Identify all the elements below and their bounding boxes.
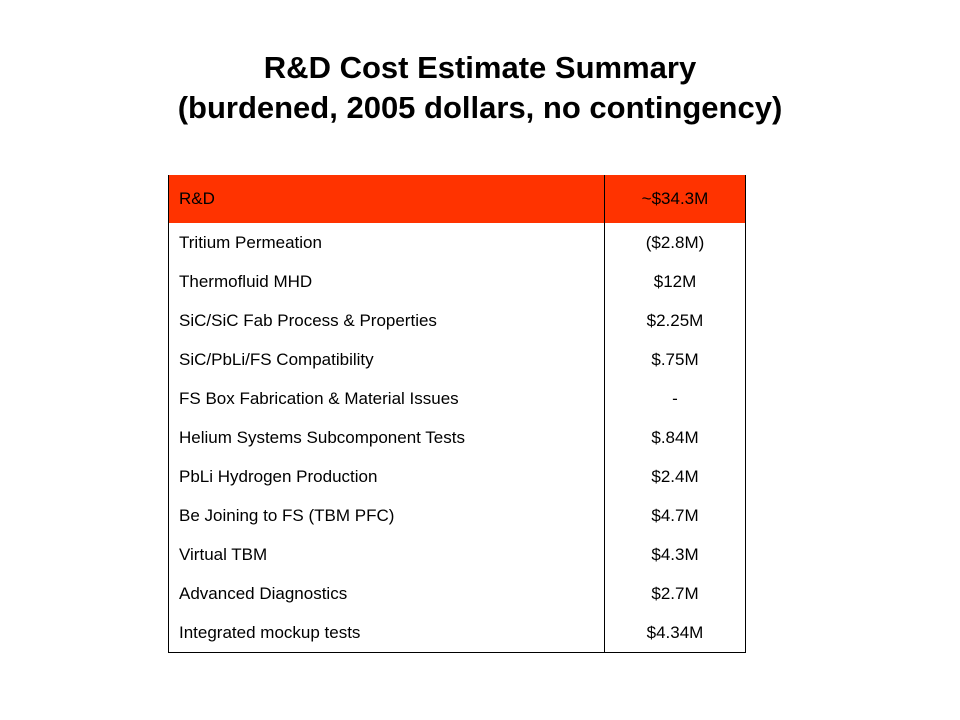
row-value: - — [672, 388, 678, 408]
row-value: $4.3M — [651, 544, 699, 564]
row-label: Thermofluid MHD — [168, 262, 605, 301]
row-label: Virtual TBM — [168, 535, 605, 574]
table-header-row: R&D ~$34.3M — [168, 175, 746, 223]
row-value: $2.7M — [651, 583, 699, 603]
slide-title: R&D Cost Estimate Summary (burdened, 200… — [0, 48, 960, 128]
table-row: FS Box Fabrication & Material Issues - — [168, 379, 746, 418]
cost-estimate-table: R&D ~$34.3M Tritium Permeation ($2.8M) The… — [168, 175, 746, 653]
table-row: Integrated mockup tests $4.34M — [168, 613, 746, 653]
row-label: PbLi Hydrogen Production — [168, 457, 605, 496]
table-row: Be Joining to FS (TBM PFC) $4.7M — [168, 496, 746, 535]
row-label: SiC/PbLi/FS Compatibility — [168, 340, 605, 379]
row-value: $2.25M — [646, 310, 704, 330]
row-value: ($2.8M) — [645, 232, 705, 252]
row-value: $12M — [653, 271, 697, 291]
table-row: Advanced Diagnostics $2.7M — [168, 574, 746, 613]
table-row: Helium Systems Subcomponent Tests $.84M — [168, 418, 746, 457]
row-label: FS Box Fabrication & Material Issues — [168, 379, 605, 418]
title-line-1: R&D Cost Estimate Summary — [263, 50, 697, 85]
row-label: Advanced Diagnostics — [168, 574, 605, 613]
table-row: Virtual TBM $4.3M — [168, 535, 746, 574]
header-value: ~$34.3M — [604, 175, 746, 223]
row-value: $.75M — [651, 349, 699, 369]
table-row: Tritium Permeation ($2.8M) — [168, 223, 746, 262]
row-label: SiC/SiC Fab Process & Properties — [168, 301, 605, 340]
title-line-2: (burdened, 2005 dollars, no contingency) — [177, 90, 783, 125]
row-value: $4.34M — [646, 622, 704, 642]
table-row: PbLi Hydrogen Production $2.4M — [168, 457, 746, 496]
header-label: R&D — [168, 175, 605, 223]
row-label: Helium Systems Subcomponent Tests — [168, 418, 605, 457]
table-row: SiC/SiC Fab Process & Properties $2.25M — [168, 301, 746, 340]
row-value: $.84M — [651, 427, 699, 447]
row-label: Integrated mockup tests — [168, 613, 605, 653]
row-label: Be Joining to FS (TBM PFC) — [168, 496, 605, 535]
row-label: Tritium Permeation — [168, 223, 605, 262]
table-row: SiC/PbLi/FS Compatibility $.75M — [168, 340, 746, 379]
row-value: $2.4M — [651, 466, 699, 486]
row-value: $4.7M — [651, 505, 699, 525]
table-row: Thermofluid MHD $12M — [168, 262, 746, 301]
